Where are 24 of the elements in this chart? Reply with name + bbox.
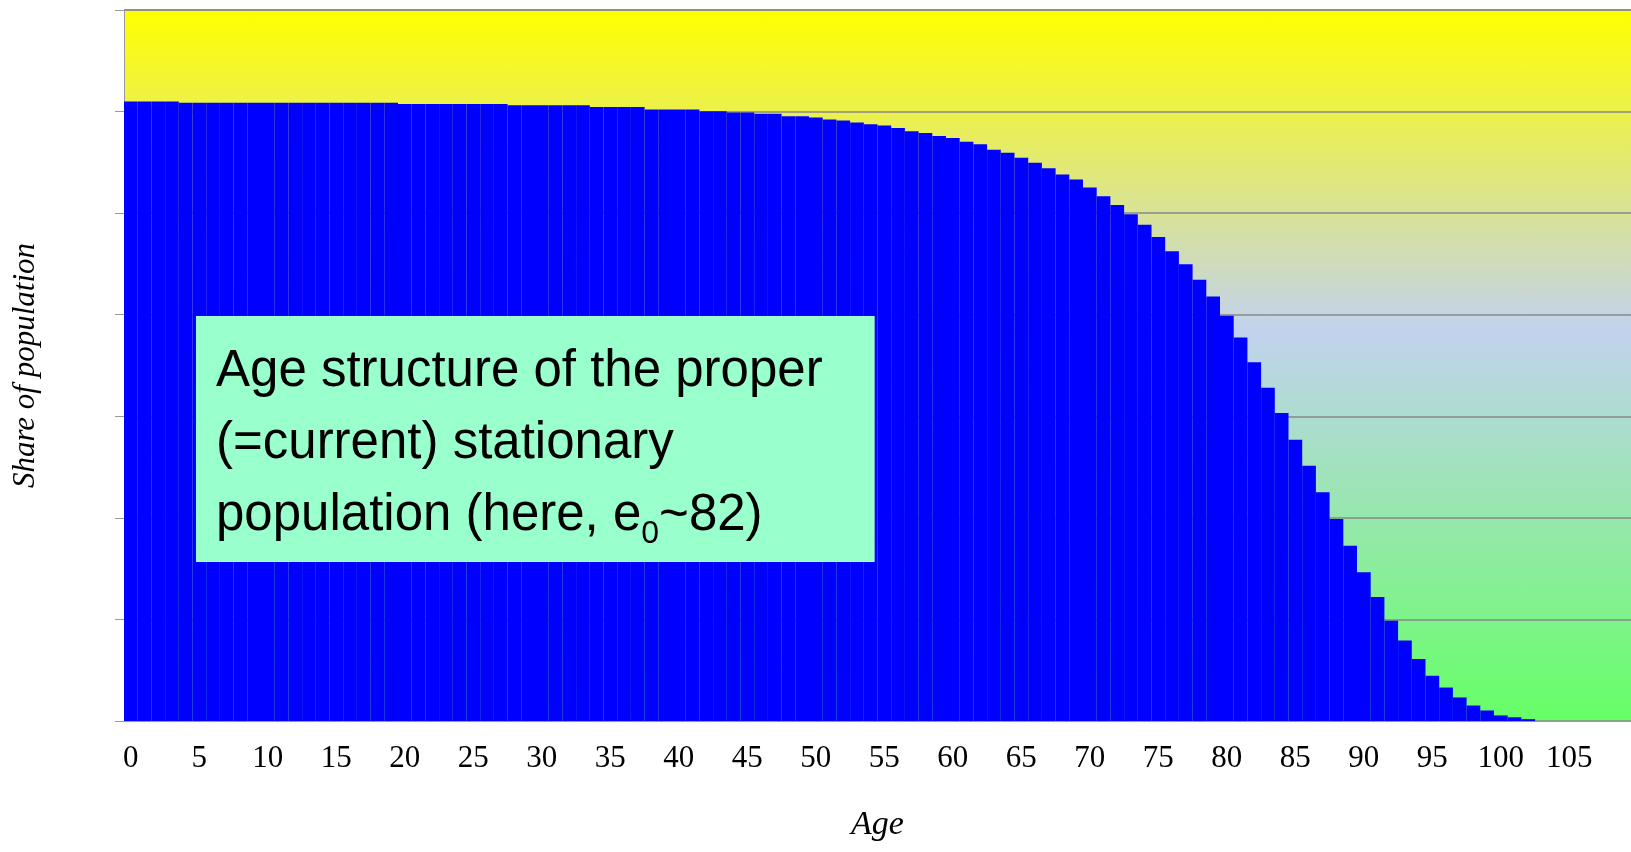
x-tick-label: 25 [457, 739, 489, 774]
x-tick-label: 50 [800, 739, 832, 774]
x-tick-label: 60 [937, 739, 969, 774]
x-tick-label: 35 [594, 739, 626, 774]
x-tick-label: 80 [1211, 739, 1243, 774]
x-tick-label: 75 [1142, 739, 1174, 774]
x-tick-label: 105 [1546, 739, 1593, 774]
x-tick-label: 30 [526, 739, 558, 774]
x-tick-label: 10 [252, 739, 284, 774]
x-tick-label: 40 [663, 739, 695, 774]
x-tick-label: 90 [1348, 739, 1380, 774]
x-tick-label: 20 [389, 739, 421, 774]
x-axis-title: Age [849, 803, 904, 841]
x-tick-label: 15 [320, 739, 352, 774]
x-tick-label: 70 [1074, 739, 1106, 774]
x-tick-label: 0 [123, 739, 139, 774]
x-tick-label: 85 [1279, 739, 1311, 774]
y-axis-title: Share of population [6, 242, 41, 489]
x-tick-label: 100 [1477, 739, 1525, 774]
x-tick-label: 45 [731, 739, 763, 774]
x-tick-label: 65 [1005, 739, 1037, 774]
x-tick-label: 55 [868, 739, 900, 774]
x-tick-label: 5 [191, 739, 208, 774]
x-tick-label: 95 [1416, 739, 1448, 774]
